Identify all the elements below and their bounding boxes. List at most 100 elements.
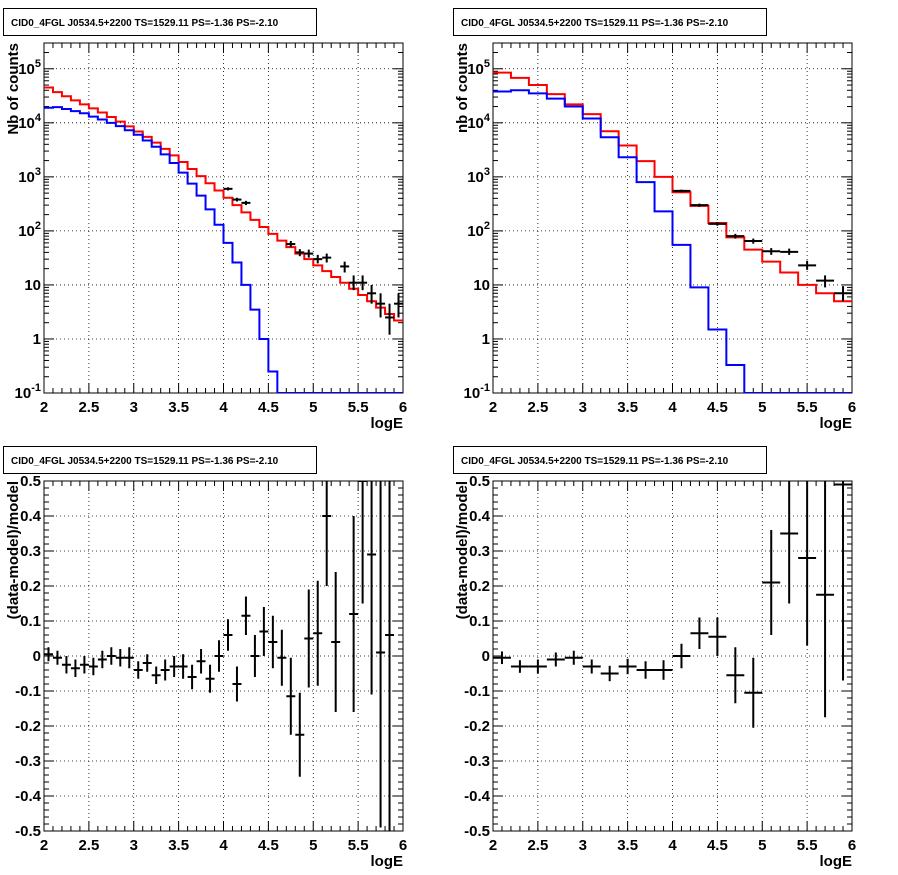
y-tick-label: 0.4 — [20, 508, 42, 525]
residual-point — [510, 660, 529, 673]
title-box — [453, 446, 767, 474]
data-point — [340, 261, 350, 273]
y-axis-title: (data-model)/model — [5, 481, 22, 619]
y-axis-title: Nb of counts — [5, 43, 22, 135]
tick-marks — [43, 480, 404, 832]
residual-point — [70, 659, 80, 677]
residual-point — [187, 664, 197, 690]
residual-point — [169, 656, 179, 677]
x-tick-label: 4 — [219, 837, 228, 854]
y-tick-label: 105 — [467, 58, 490, 78]
data-point — [232, 197, 242, 202]
data-point — [762, 248, 781, 255]
data-point — [798, 260, 817, 270]
x-tick-label: 3 — [579, 399, 587, 416]
data-point — [304, 249, 314, 258]
x-tick-label: 3.5 — [168, 399, 189, 416]
y-tick-label: 10 — [473, 277, 490, 294]
residual-point — [582, 659, 601, 674]
residual-point — [367, 481, 377, 695]
x-tick-label: 4 — [219, 399, 228, 416]
residual-point — [268, 615, 278, 669]
x-tick-label: 5.5 — [348, 399, 369, 416]
x-tick-label: 3.5 — [617, 837, 638, 854]
x-tick-label: 2.5 — [78, 837, 99, 854]
series-model-component-line — [493, 89, 852, 393]
residual-point — [304, 589, 314, 688]
residual-point — [376, 481, 386, 828]
y-tick-label: 104 — [18, 112, 42, 132]
residual-point — [97, 650, 107, 669]
residual-point — [600, 665, 619, 682]
y-tick-label: -0.2 — [15, 718, 41, 735]
residual-point — [358, 481, 368, 604]
series-model-total-line — [44, 86, 403, 322]
residual-point — [564, 650, 583, 665]
x-tick-label: 6 — [399, 399, 407, 416]
residual-point — [654, 660, 673, 680]
data-point — [322, 253, 332, 263]
x-axis-title: logE — [371, 415, 404, 432]
residual-point — [214, 640, 224, 672]
residual-point — [636, 661, 655, 679]
data-point — [376, 293, 386, 318]
x-tick-label: 6 — [848, 837, 856, 854]
residual-point — [115, 649, 125, 667]
x-tick-label: 2.5 — [78, 399, 99, 416]
y-tick-label: -0.5 — [15, 823, 41, 840]
y-tick-label: 0.5 — [20, 473, 41, 490]
residual-point — [385, 481, 395, 831]
residual-point — [708, 617, 727, 656]
data-point — [744, 238, 763, 244]
residual-point — [44, 647, 53, 662]
y-tick-label: -0.4 — [464, 788, 491, 805]
residual-point — [133, 661, 143, 679]
x-tick-label: 4.5 — [258, 399, 279, 416]
series-model-total-line — [493, 71, 852, 303]
x-tick-label: 6 — [848, 399, 856, 416]
y-tick-label: -0.2 — [464, 718, 490, 735]
residual-point — [546, 652, 565, 667]
residual-point — [88, 657, 98, 676]
x-tick-label: 2 — [489, 399, 497, 416]
residual-point — [834, 481, 852, 681]
x-axis-title: logE — [820, 415, 853, 432]
y-tick-label: 103 — [18, 166, 41, 186]
y-tick-label: -0.1 — [15, 683, 41, 700]
data-point — [394, 293, 403, 318]
data-point — [286, 241, 296, 248]
x-tick-label: 4.5 — [707, 837, 728, 854]
data-point — [313, 254, 323, 264]
y-tick-label: 0.3 — [469, 543, 490, 560]
x-tick-label: 4 — [668, 837, 677, 854]
residual-point — [61, 656, 71, 674]
residual-point — [79, 656, 89, 674]
plot-area — [493, 71, 852, 393]
residual-point — [295, 692, 305, 777]
y-axis-title: (data-model)/model — [454, 481, 471, 619]
chart-title: CID0_4FGL J0534.5+2200 TS=1529.11 PS=-1.… — [461, 456, 729, 467]
residual-point — [322, 481, 332, 586]
residual-point — [259, 607, 269, 656]
y-tick-label: 1 — [33, 331, 41, 348]
residual-point — [151, 666, 161, 684]
residual-point — [232, 666, 242, 702]
data-point — [385, 303, 395, 335]
residual-point — [798, 481, 817, 646]
chart-title: CID0_4FGL J0534.5+2200 TS=1529.11 PS=-1.… — [11, 456, 279, 467]
x-tick-label: 3 — [579, 837, 587, 854]
y-tick-label: 0 — [33, 648, 41, 665]
y-tick-label: 0.2 — [469, 578, 490, 595]
residual-point — [780, 481, 799, 604]
y-tick-label: 105 — [18, 58, 41, 78]
x-tick-label: 4.5 — [707, 399, 728, 416]
y-tick-label: 0 — [482, 648, 490, 665]
panel-2: 2 2.5 3 3.5 4 4.5 5 5.5 6 10-1 1 10 102 103 104 105 logE… — [453, 8, 856, 432]
residual-point — [349, 516, 359, 712]
residual-point — [726, 647, 745, 704]
residual-point — [744, 657, 763, 728]
x-tick-label: 5 — [309, 837, 317, 854]
title-box — [453, 8, 767, 36]
residual-point — [52, 650, 62, 665]
